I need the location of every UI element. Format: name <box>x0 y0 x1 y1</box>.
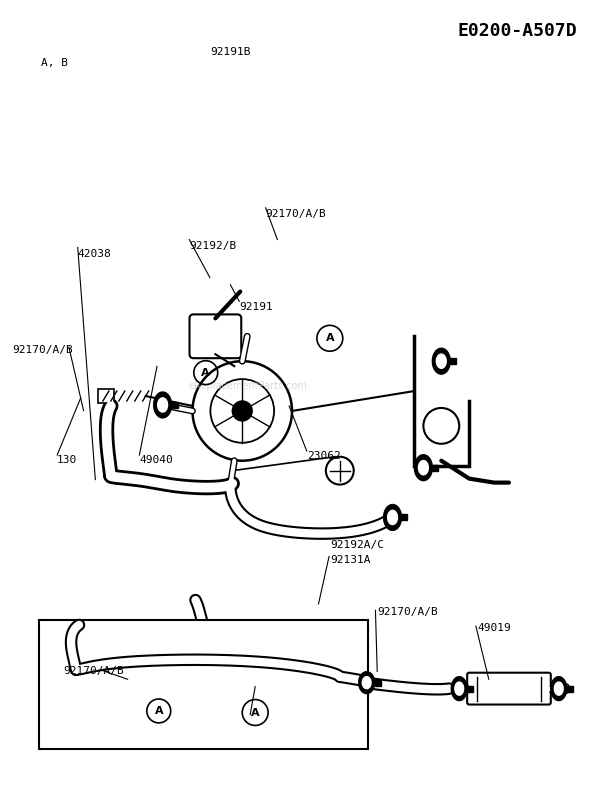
Text: A: A <box>326 334 334 343</box>
Text: 92192A/C: 92192A/C <box>330 540 384 549</box>
Polygon shape <box>414 455 432 481</box>
Text: A: A <box>251 708 260 717</box>
Polygon shape <box>388 510 398 525</box>
Circle shape <box>424 408 459 444</box>
Text: 23062: 23062 <box>307 451 340 461</box>
Text: 42038: 42038 <box>78 249 112 259</box>
Polygon shape <box>567 685 573 692</box>
Polygon shape <box>172 402 178 408</box>
Polygon shape <box>384 505 402 530</box>
Text: eReplacementParts.com: eReplacementParts.com <box>189 381 307 391</box>
Text: 92191B: 92191B <box>210 47 250 57</box>
Text: 92170/A/B: 92170/A/B <box>12 345 73 356</box>
Polygon shape <box>375 680 381 685</box>
Polygon shape <box>418 461 428 474</box>
Text: A: A <box>201 368 210 377</box>
Polygon shape <box>243 669 253 684</box>
Text: 49019: 49019 <box>477 622 511 633</box>
Polygon shape <box>450 358 456 364</box>
Text: 92170/A/B: 92170/A/B <box>63 666 124 677</box>
Text: 92170/A/B: 92170/A/B <box>266 209 326 219</box>
Circle shape <box>560 684 570 693</box>
Polygon shape <box>257 673 263 680</box>
Text: E0200-A507D: E0200-A507D <box>457 22 577 41</box>
FancyBboxPatch shape <box>189 314 241 358</box>
Circle shape <box>211 379 274 443</box>
Polygon shape <box>359 672 375 693</box>
Text: 92192/B: 92192/B <box>189 241 237 251</box>
Polygon shape <box>432 465 438 470</box>
Polygon shape <box>432 348 450 374</box>
Polygon shape <box>467 685 473 692</box>
Bar <box>39 620 368 749</box>
Text: 49040: 49040 <box>139 455 173 465</box>
Polygon shape <box>555 682 563 695</box>
Text: 92131A: 92131A <box>330 556 371 565</box>
Polygon shape <box>437 354 446 369</box>
Polygon shape <box>455 682 464 695</box>
Text: 92170/A/B: 92170/A/B <box>377 607 438 617</box>
Text: A: A <box>155 706 163 716</box>
Circle shape <box>232 401 252 421</box>
Text: 130: 130 <box>57 455 77 465</box>
Text: 92191: 92191 <box>239 302 273 312</box>
Circle shape <box>326 457 354 485</box>
Polygon shape <box>240 664 257 689</box>
Polygon shape <box>402 514 408 521</box>
Polygon shape <box>551 677 567 700</box>
Polygon shape <box>451 677 467 700</box>
FancyBboxPatch shape <box>467 673 551 704</box>
FancyBboxPatch shape <box>98 389 114 403</box>
Circle shape <box>192 361 292 461</box>
Polygon shape <box>362 677 371 689</box>
Polygon shape <box>158 398 168 412</box>
Polygon shape <box>153 392 172 418</box>
Text: A, B: A, B <box>41 58 68 68</box>
